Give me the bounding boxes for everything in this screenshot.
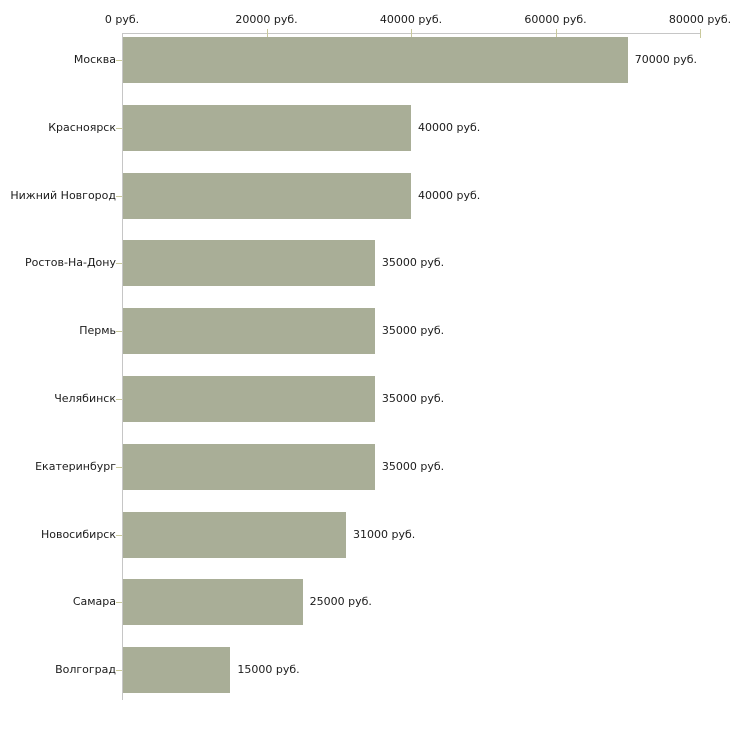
x-axis-tick xyxy=(555,29,557,38)
bar xyxy=(123,172,411,219)
x-axis-tick xyxy=(266,29,268,38)
category-label: Новосибирск xyxy=(40,527,116,541)
x-axis-tick xyxy=(411,29,412,38)
y-axis-line xyxy=(122,33,123,700)
category-label: Челябинск xyxy=(54,392,116,405)
x-axis-tick-label: 60000 руб. xyxy=(524,13,587,26)
category-axis-tick xyxy=(116,195,122,197)
bar xyxy=(123,240,375,287)
value-label: 35000 руб. xyxy=(381,256,445,270)
category-axis-tick xyxy=(116,399,122,400)
category-axis-tick xyxy=(116,466,122,468)
x-axis-tick-label: 80000 руб. xyxy=(668,13,730,26)
bar xyxy=(123,647,231,694)
category-axis-tick xyxy=(116,331,122,333)
value-label: 25000 руб. xyxy=(309,595,372,609)
category-label: Пермь xyxy=(79,324,116,338)
bar xyxy=(123,579,303,626)
category-label: Екатеринбург xyxy=(35,459,116,473)
x-axis-tick xyxy=(700,29,701,38)
bar xyxy=(123,104,411,151)
category-label: Волгоград xyxy=(55,663,116,677)
category-label: Ростов-На-Дону xyxy=(24,256,116,270)
category-axis-tick xyxy=(116,263,122,265)
category-label: Нижний Новгород xyxy=(10,188,116,202)
category-axis-tick xyxy=(116,534,122,536)
value-label: 35000 руб. xyxy=(381,392,445,405)
x-axis-tick-label: 40000 руб. xyxy=(379,13,443,26)
category-axis-tick xyxy=(116,127,122,129)
category-axis-tick xyxy=(116,602,122,604)
bar xyxy=(123,37,628,83)
category-axis-tick xyxy=(116,670,122,672)
value-label: 35000 руб. xyxy=(381,324,445,338)
value-label: 40000 руб. xyxy=(418,120,481,134)
value-label: 40000 руб. xyxy=(418,188,481,202)
bar xyxy=(123,376,375,422)
value-label: 70000 руб. xyxy=(634,53,698,66)
value-label: 35000 руб. xyxy=(381,459,445,473)
x-axis-tick-label: 0 руб. xyxy=(104,13,140,26)
category-label: Москва xyxy=(73,53,116,66)
bar xyxy=(123,308,375,355)
category-label: Самара xyxy=(72,595,116,609)
category-axis-tick xyxy=(116,60,122,61)
value-label: 31000 руб. xyxy=(352,527,416,541)
x-axis-tick-label: 20000 руб. xyxy=(235,13,298,26)
value-label: 15000 руб. xyxy=(237,663,300,677)
bar xyxy=(123,443,375,490)
bar xyxy=(123,511,346,558)
category-label: Красноярск xyxy=(48,120,116,134)
